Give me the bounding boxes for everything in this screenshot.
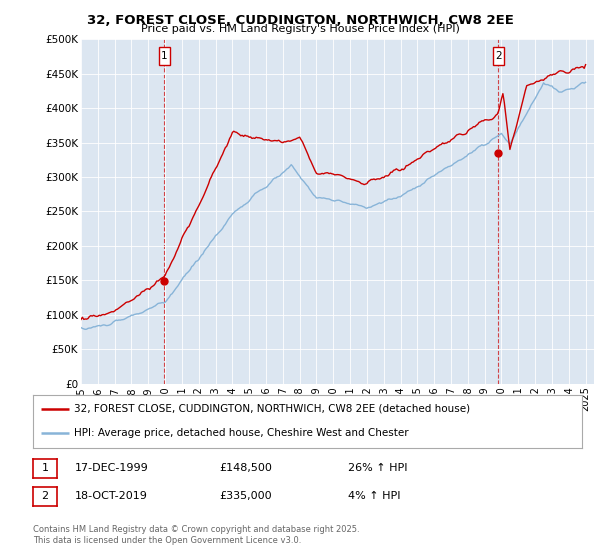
Text: 32, FOREST CLOSE, CUDDINGTON, NORTHWICH, CW8 2EE (detached house): 32, FOREST CLOSE, CUDDINGTON, NORTHWICH,… — [74, 404, 470, 414]
Text: 17-DEC-1999: 17-DEC-1999 — [75, 463, 149, 473]
Text: £335,000: £335,000 — [219, 491, 272, 501]
Text: 32, FOREST CLOSE, CUDDINGTON, NORTHWICH, CW8 2EE: 32, FOREST CLOSE, CUDDINGTON, NORTHWICH,… — [86, 14, 514, 27]
Text: 18-OCT-2019: 18-OCT-2019 — [75, 491, 148, 501]
Text: 2: 2 — [41, 492, 49, 501]
Text: 1: 1 — [41, 464, 49, 473]
Text: 2: 2 — [495, 52, 502, 62]
Text: 26% ↑ HPI: 26% ↑ HPI — [348, 463, 407, 473]
Text: HPI: Average price, detached house, Cheshire West and Chester: HPI: Average price, detached house, Ches… — [74, 428, 409, 438]
Text: Price paid vs. HM Land Registry's House Price Index (HPI): Price paid vs. HM Land Registry's House … — [140, 24, 460, 34]
FancyBboxPatch shape — [159, 48, 170, 66]
Text: Contains HM Land Registry data © Crown copyright and database right 2025.
This d: Contains HM Land Registry data © Crown c… — [33, 525, 359, 545]
FancyBboxPatch shape — [493, 48, 503, 66]
Text: 1: 1 — [161, 52, 168, 62]
Text: 4% ↑ HPI: 4% ↑ HPI — [348, 491, 401, 501]
Text: £148,500: £148,500 — [219, 463, 272, 473]
